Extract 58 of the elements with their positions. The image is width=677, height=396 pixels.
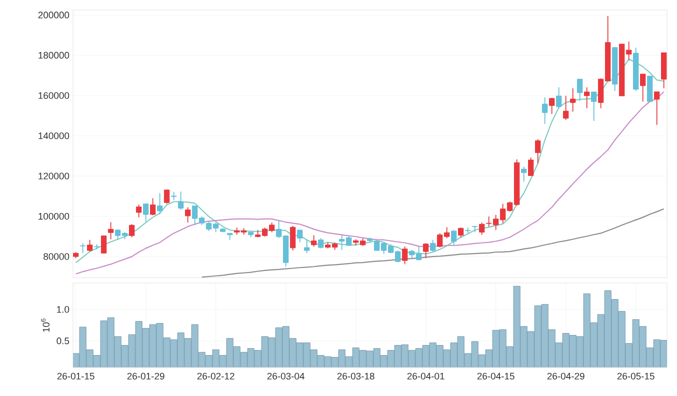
candlestick (577, 78, 583, 102)
x-tick-label: 26-03-04 (267, 372, 304, 380)
candlestick (290, 226, 296, 251)
y-tick-label: 0.5 (56, 338, 70, 344)
candlestick (570, 88, 576, 112)
candlestick (521, 166, 527, 182)
y-tick-label: 200000 (38, 12, 70, 18)
x-tick-label: 26-04-15 (477, 372, 514, 380)
y-tick-label: 120000 (38, 172, 70, 180)
candlestick (108, 222, 114, 240)
y-tick-label: 160000 (38, 92, 70, 99)
candlestick (584, 86, 590, 109)
candlestick (422, 242, 429, 259)
candlestick (591, 91, 597, 122)
candlestick (563, 95, 569, 120)
candlestick (136, 204, 142, 218)
candlestick (535, 138, 541, 164)
candlestick (556, 86, 562, 109)
candlestick (164, 188, 170, 204)
candlestick (142, 203, 149, 222)
candlestick (450, 230, 457, 246)
y-tick-label: 140000 (38, 132, 70, 140)
candlestick (100, 235, 107, 254)
candlestick (184, 206, 191, 223)
candlestick (458, 227, 464, 238)
candlestick (178, 191, 184, 210)
candlestick (150, 198, 156, 216)
candlestick (304, 239, 310, 254)
x-tick-label: 26-04-01 (407, 372, 444, 380)
candlestick (170, 192, 177, 200)
y-tick-label: 180000 (38, 52, 70, 59)
x-tick-label: 26-02-12 (197, 372, 234, 380)
candlestick (128, 224, 135, 238)
candlestick (472, 226, 478, 233)
candlestick (542, 96, 548, 124)
candlestick (156, 192, 163, 215)
x-tick-label: 26-01-15 (57, 372, 94, 380)
candlestick (86, 239, 93, 252)
candlestick (310, 234, 317, 247)
x-tick-label: 26-05-15 (617, 372, 654, 380)
y-tick-label: 100000 (38, 212, 70, 220)
candlestick (318, 238, 324, 249)
candlestick (465, 227, 471, 234)
candlestick (479, 222, 485, 236)
y-axis-title: 10$^{6}$ (40, 318, 50, 332)
candlestick (80, 242, 86, 254)
candlestick (528, 157, 534, 176)
x-tick-label: 26-01-29 (127, 372, 164, 380)
y-tick-label: 80000 (44, 253, 70, 260)
candlestick (640, 74, 646, 102)
y-tick-label: 1.0 (57, 306, 70, 313)
candlestick (296, 230, 303, 243)
candlestick (549, 97, 555, 115)
candlestick (402, 246, 408, 265)
x-tick-label: 26-04-29 (547, 372, 584, 380)
candlestick (430, 239, 436, 252)
x-tick-label: 26-03-18 (337, 372, 374, 380)
candlestick (654, 91, 660, 126)
